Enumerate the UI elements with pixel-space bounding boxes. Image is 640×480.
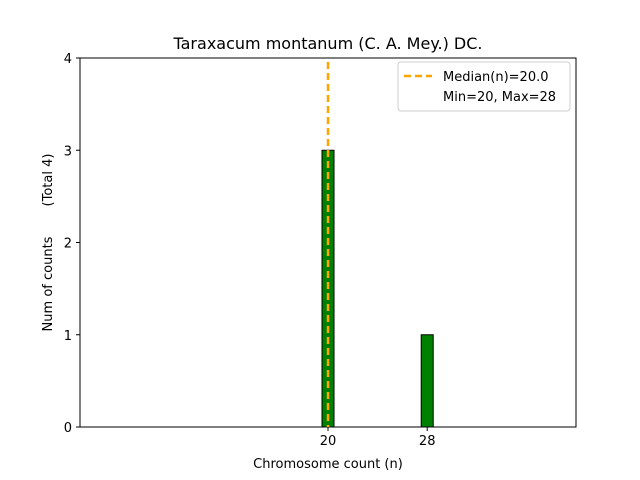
x-axis-label: Chromosome count (n) bbox=[253, 457, 403, 472]
y-axis-total-label: (Total 4) bbox=[41, 154, 56, 207]
y-tick-label-3: 3 bbox=[64, 144, 72, 159]
y-tick-label-0: 0 bbox=[64, 421, 72, 436]
x-tick-label-28: 28 bbox=[419, 434, 436, 449]
x-tick-label-20: 20 bbox=[320, 434, 337, 449]
chart-title: Taraxacum montanum (C. A. Mey.) DC. bbox=[173, 34, 483, 53]
legend-median-label: Median(n)=20.0 bbox=[443, 70, 549, 85]
y-tick-label-2: 2 bbox=[64, 237, 72, 252]
legend: Median(n)=20.0 Min=20, Max=28 bbox=[397, 61, 571, 112]
plot-area bbox=[79, 57, 577, 428]
legend-box bbox=[397, 61, 571, 112]
y-axis-label: Num of counts bbox=[41, 236, 56, 331]
bar-28 bbox=[420, 334, 434, 428]
legend-range-label: Min=20, Max=28 bbox=[443, 90, 556, 105]
x-axis-ticks: 20 28 bbox=[320, 427, 436, 449]
y-tick-label-1: 1 bbox=[64, 329, 72, 344]
y-tick-label-4: 4 bbox=[64, 52, 72, 67]
y-axis-ticks: 0 1 2 3 4 bbox=[64, 52, 80, 436]
